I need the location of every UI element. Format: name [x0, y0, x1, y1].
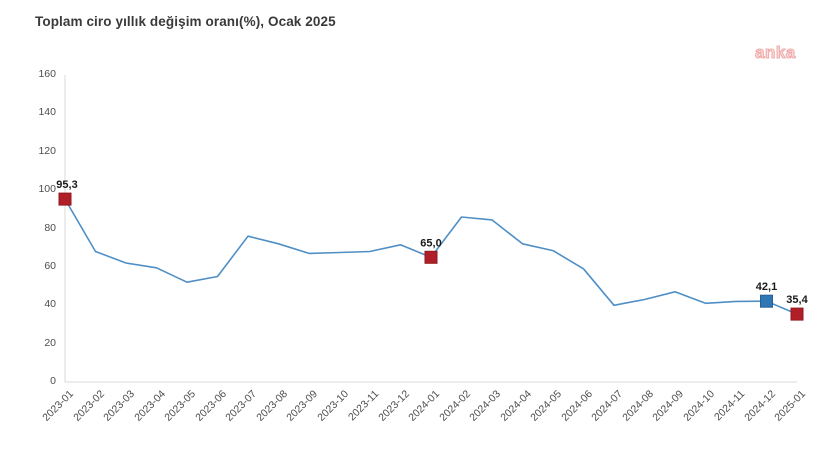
y-tick-label-60: 60 [44, 259, 56, 272]
y-tick-label-120: 120 [38, 144, 56, 157]
y-tick-label-40: 40 [44, 298, 56, 311]
chart-title: Toplam ciro yıllık değişim oranı(%), Oca… [35, 14, 336, 29]
data-point-marker-2025-01 [790, 307, 804, 321]
y-tick-label-0: 0 [50, 375, 56, 387]
y-tick-label-140: 140 [38, 106, 56, 119]
data-label-2024-01: 65,0 [420, 237, 441, 249]
y-tick-label-80: 80 [44, 221, 56, 234]
y-tick-label-160: 160 [38, 68, 56, 80]
anka-logo: anka [754, 42, 796, 62]
data-label-2023-01: 95,3 [56, 179, 77, 191]
y-tick-label-100: 100 [38, 183, 56, 196]
data-label-2025-01: 35,4 [786, 294, 808, 306]
y-tick-label-20: 20 [44, 336, 56, 349]
data-label-2024-12: 42,1 [756, 281, 777, 293]
data-point-marker-2024-12 [760, 294, 773, 308]
data-point-marker-2023-01 [58, 192, 72, 206]
data-point-marker-2024-01 [424, 250, 438, 264]
